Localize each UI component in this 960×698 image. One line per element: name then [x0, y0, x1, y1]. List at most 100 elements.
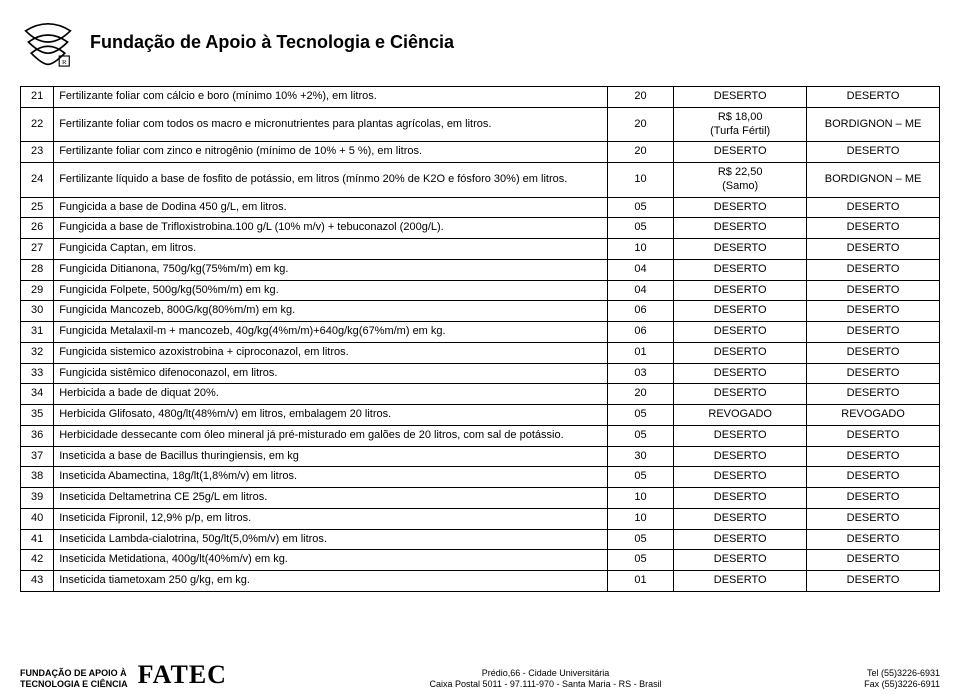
- row-supplier: DESERTO: [807, 363, 940, 384]
- table-row: 28Fungicida Ditianona, 750g/kg(75%m/m) e…: [21, 259, 940, 280]
- row-qty: 20: [607, 107, 673, 142]
- row-supplier: DESERTO: [807, 446, 940, 467]
- row-price: DESERTO: [674, 87, 807, 108]
- row-number: 23: [21, 142, 54, 163]
- table-row: 22Fertilizante foliar com todos os macro…: [21, 107, 940, 142]
- row-number: 31: [21, 322, 54, 343]
- row-qty: 05: [607, 218, 673, 239]
- row-price: DESERTO: [674, 446, 807, 467]
- row-supplier: DESERTO: [807, 259, 940, 280]
- table-row: 26Fungicida a base de Trifloxistrobina.1…: [21, 218, 940, 239]
- row-number: 27: [21, 239, 54, 260]
- row-price: DESERTO: [674, 363, 807, 384]
- row-number: 30: [21, 301, 54, 322]
- row-description: Fungicida Folpete, 500g/kg(50%m/m) em kg…: [54, 280, 608, 301]
- row-number: 22: [21, 107, 54, 142]
- footer-org-name: FUNDAÇÃO DE APOIO À TECNOLOGIA E CIÊNCIA: [20, 668, 128, 690]
- row-number: 32: [21, 342, 54, 363]
- table-row: 41Inseticida Lambda-cialotrina, 50g/lt(5…: [21, 529, 940, 550]
- row-description: Inseticida Lambda-cialotrina, 50g/lt(5,0…: [54, 529, 608, 550]
- row-price: REVOGADO: [674, 405, 807, 426]
- row-number: 41: [21, 529, 54, 550]
- row-qty: 05: [607, 425, 673, 446]
- row-supplier: DESERTO: [807, 301, 940, 322]
- row-supplier: DESERTO: [807, 280, 940, 301]
- logo-icon: R: [20, 14, 76, 70]
- row-description: Fungicida Ditianona, 750g/kg(75%m/m) em …: [54, 259, 608, 280]
- page-header: R Fundação de Apoio à Tecnologia e Ciênc…: [20, 14, 940, 70]
- row-qty: 20: [607, 142, 673, 163]
- row-price: DESERTO: [674, 142, 807, 163]
- table-row: 32Fungicida sistemico azoxistrobina + ci…: [21, 342, 940, 363]
- row-qty: 06: [607, 322, 673, 343]
- row-supplier: DESERTO: [807, 425, 940, 446]
- footer-addr-line1: Prédio,66 - Cidade Universitária: [429, 668, 661, 679]
- table-row: 21Fertilizante foliar com cálcio e boro …: [21, 87, 940, 108]
- row-qty: 06: [607, 301, 673, 322]
- row-description: Fungicida Metalaxil-m + mancozeb, 40g/kg…: [54, 322, 608, 343]
- row-qty: 05: [607, 529, 673, 550]
- row-number: 21: [21, 87, 54, 108]
- row-number: 28: [21, 259, 54, 280]
- row-price: DESERTO: [674, 508, 807, 529]
- row-price: DESERTO: [674, 571, 807, 592]
- row-price: DESERTO: [674, 322, 807, 343]
- row-description: Inseticida Deltametrina CE 25g/L em litr…: [54, 488, 608, 509]
- row-price: R$ 22,50 (Samo): [674, 163, 807, 198]
- row-description: Inseticida tiametoxam 250 g/kg, em kg.: [54, 571, 608, 592]
- row-description: Fertilizante foliar com todos os macro e…: [54, 107, 608, 142]
- table-row: 37Inseticida a base de Bacillus thuringi…: [21, 446, 940, 467]
- row-description: Inseticida Abamectina, 18g/lt(1,8%m/v) e…: [54, 467, 608, 488]
- row-qty: 10: [607, 163, 673, 198]
- footer-tel: Tel (55)3226-6931: [864, 668, 940, 679]
- row-supplier: REVOGADO: [807, 405, 940, 426]
- table-row: 40Inseticida Fipronil, 12,9% p/p, em lit…: [21, 508, 940, 529]
- footer-address: Prédio,66 - Cidade Universitária Caixa P…: [429, 668, 661, 690]
- row-supplier: DESERTO: [807, 488, 940, 509]
- table-row: 27Fungicida Captan, em litros.10DESERTOD…: [21, 239, 940, 260]
- row-description: Fungicida Mancozeb, 800G/kg(80%m/m) em k…: [54, 301, 608, 322]
- row-qty: 30: [607, 446, 673, 467]
- row-description: Inseticida Metidationa, 400g/lt(40%m/v) …: [54, 550, 608, 571]
- row-number: 24: [21, 163, 54, 198]
- row-price: DESERTO: [674, 488, 807, 509]
- row-number: 37: [21, 446, 54, 467]
- table-row: 31Fungicida Metalaxil-m + mancozeb, 40g/…: [21, 322, 940, 343]
- table-row: 38Inseticida Abamectina, 18g/lt(1,8%m/v)…: [21, 467, 940, 488]
- row-number: 34: [21, 384, 54, 405]
- row-price: DESERTO: [674, 384, 807, 405]
- row-description: Fertilizante foliar com cálcio e boro (m…: [54, 87, 608, 108]
- table-row: 33Fungicida sistêmico difenoconazol, em …: [21, 363, 940, 384]
- table-row: 23Fertilizante foliar com zinco e nitrog…: [21, 142, 940, 163]
- row-description: Fungicida sistemico azoxistrobina + cipr…: [54, 342, 608, 363]
- row-qty: 10: [607, 508, 673, 529]
- row-qty: 04: [607, 280, 673, 301]
- row-supplier: BORDIGNON – ME: [807, 163, 940, 198]
- row-price: R$ 18,00 (Turfa Fértil): [674, 107, 807, 142]
- items-table-container: 21Fertilizante foliar com cálcio e boro …: [20, 86, 940, 592]
- row-qty: 01: [607, 571, 673, 592]
- row-price: DESERTO: [674, 467, 807, 488]
- footer-fax: Fax (55)3226-6911: [864, 679, 940, 690]
- row-price: DESERTO: [674, 529, 807, 550]
- row-number: 26: [21, 218, 54, 239]
- row-description: Fertilizante líquido a base de fosfito d…: [54, 163, 608, 198]
- row-qty: 05: [607, 405, 673, 426]
- row-qty: 20: [607, 384, 673, 405]
- row-number: 35: [21, 405, 54, 426]
- row-supplier: DESERTO: [807, 508, 940, 529]
- row-supplier: DESERTO: [807, 87, 940, 108]
- row-number: 43: [21, 571, 54, 592]
- row-description: Fungicida a base de Trifloxistrobina.100…: [54, 218, 608, 239]
- row-number: 38: [21, 467, 54, 488]
- footer-left: FUNDAÇÃO DE APOIO À TECNOLOGIA E CIÊNCIA…: [20, 660, 227, 690]
- row-price: DESERTO: [674, 280, 807, 301]
- row-price: DESERTO: [674, 342, 807, 363]
- row-number: 36: [21, 425, 54, 446]
- row-price: DESERTO: [674, 218, 807, 239]
- svg-text:R: R: [62, 59, 67, 66]
- row-number: 25: [21, 197, 54, 218]
- row-price: DESERTO: [674, 550, 807, 571]
- row-qty: 04: [607, 259, 673, 280]
- footer-org-line2: TECNOLOGIA E CIÊNCIA: [20, 679, 128, 690]
